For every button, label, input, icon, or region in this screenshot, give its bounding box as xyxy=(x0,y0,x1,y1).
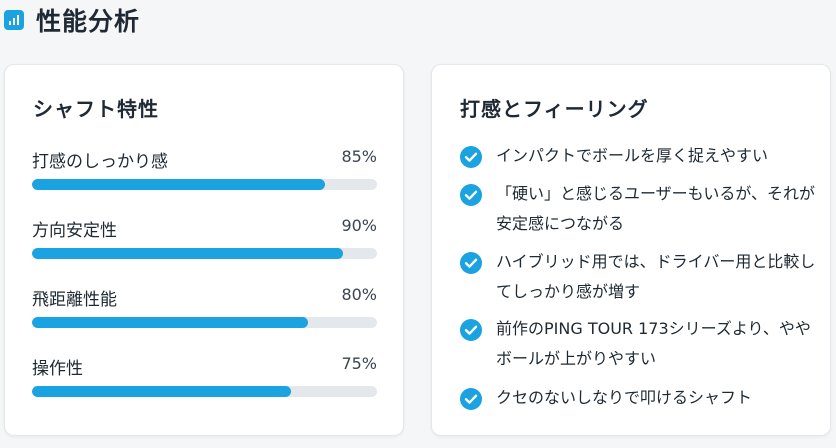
check-circle-icon xyxy=(460,388,482,410)
bar-chart-icon xyxy=(4,10,24,30)
check-circle-icon xyxy=(460,252,482,274)
feel-item-text: ハイブリッド用では、ドライバー用と比較してしっかり感が増す xyxy=(496,252,816,301)
check-circle-icon xyxy=(460,146,482,168)
metric-progress-track xyxy=(32,179,377,190)
metric-label: 飛距離性能 xyxy=(32,290,117,310)
page-title: 性能分析 xyxy=(36,7,141,36)
metric-value: 80% xyxy=(341,285,377,304)
metric-label: 打感のしっかり感 xyxy=(32,152,168,172)
metric-operability: 操作性 75% xyxy=(32,354,377,404)
metric-progress-track xyxy=(32,317,377,328)
metric-progress-track xyxy=(32,386,377,397)
metric-value: 75% xyxy=(341,354,377,373)
check-circle-icon xyxy=(460,184,482,206)
metric-progress-fill xyxy=(32,248,343,259)
metric-progress-track xyxy=(32,248,377,259)
metric-progress-fill xyxy=(32,386,291,397)
feel-title: 打感とフィーリング xyxy=(460,97,649,121)
shaft-characteristics-title: シャフト特性 xyxy=(33,97,159,121)
feel-item-text: 前作のPING TOUR 173シリーズより、ややボールが上がりやすい xyxy=(496,319,811,368)
check-circle-icon xyxy=(460,319,482,341)
metric-label: 方向安定性 xyxy=(32,221,117,241)
feel-item-text: インパクトでボールを厚く捉えやすい xyxy=(496,146,769,165)
metric-progress-fill xyxy=(32,179,326,190)
metric-value: 90% xyxy=(341,216,377,235)
metric-value: 85% xyxy=(341,147,377,166)
shaft-characteristics-card: シャフト特性 打感のしっかり感 85% 方向安定性 90% 飛距離性能 80% … xyxy=(4,64,404,436)
metric-distance: 飛距離性能 80% xyxy=(32,285,377,335)
feel-item-text: 「硬い」と感じるユーザーもいるが、それが安定感につながる xyxy=(496,184,816,233)
metric-progress-fill xyxy=(32,317,308,328)
metric-label: 操作性 xyxy=(32,359,83,379)
page-header: 性能分析 xyxy=(4,2,140,38)
metric-directional-stability: 方向安定性 90% xyxy=(32,216,377,266)
feel-card: 打感とフィーリング インパクトでボールを厚く捉えやすい 「硬い」と感じるユーザー… xyxy=(431,64,831,436)
metric-feel-firmness: 打感のしっかり感 85% xyxy=(32,147,377,197)
feel-item-text: クセのないしなりで叩けるシャフト xyxy=(496,388,753,407)
